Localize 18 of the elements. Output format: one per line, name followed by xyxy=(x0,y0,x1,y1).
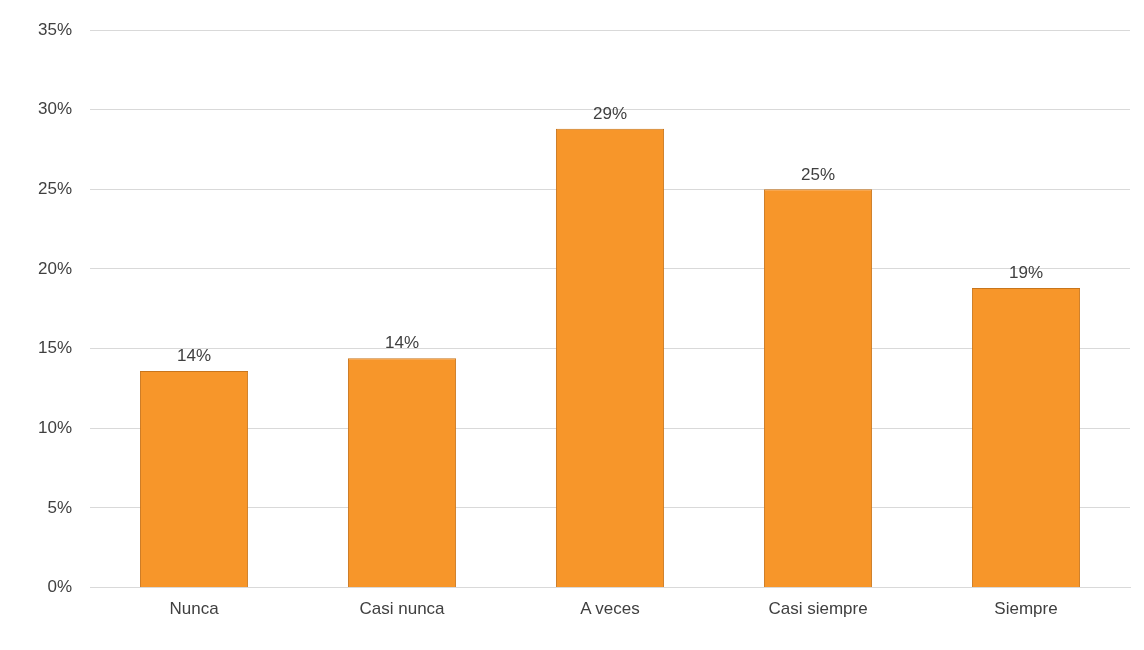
x-tick-label: Casi siempre xyxy=(768,599,868,619)
y-tick-label: 30% xyxy=(37,99,73,119)
y-tick-label: 20% xyxy=(37,258,73,278)
data-label: 19% xyxy=(1008,263,1044,283)
data-label: 14% xyxy=(385,333,420,353)
y-tick-label: 15% xyxy=(37,338,73,358)
data-label: 14% xyxy=(177,346,212,366)
x-tick-label: A veces xyxy=(580,599,640,619)
data-label: 29% xyxy=(593,103,628,123)
y-tick-label: 10% xyxy=(37,417,73,437)
x-tick-label: Nunca xyxy=(169,599,220,619)
y-tick-label: 5% xyxy=(47,497,73,517)
y-tick-label: 25% xyxy=(37,179,73,198)
x-tick-label: Siempre xyxy=(994,599,1058,619)
data-label: 25% xyxy=(800,164,836,184)
y-tick-label: 35% xyxy=(37,19,73,39)
x-tick-label: Casi nunca xyxy=(359,599,446,619)
y-tick-label: 0% xyxy=(47,577,73,597)
